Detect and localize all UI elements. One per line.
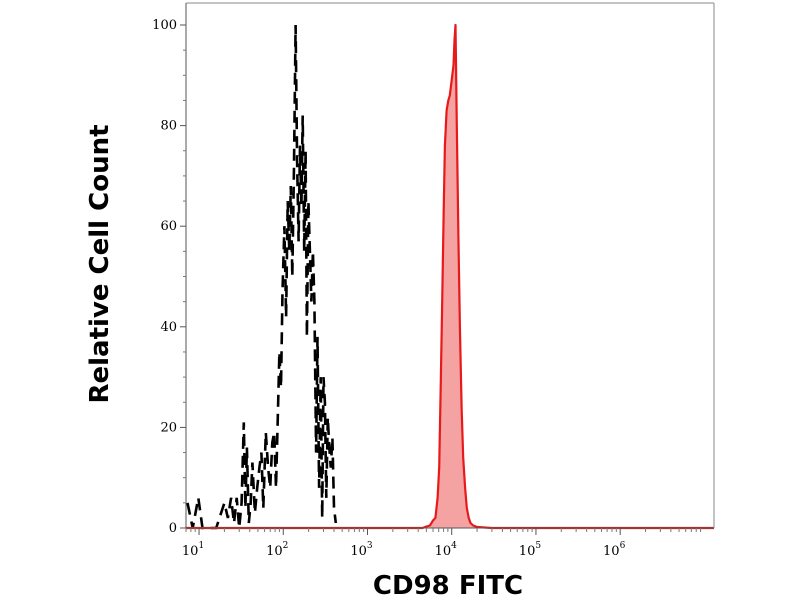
x-tick-label: 101	[182, 541, 204, 559]
axes	[180, 2, 715, 535]
series-1-line	[186, 23, 714, 530]
x-tick-label: 105	[519, 541, 542, 559]
x-axis-title: CD98 FITC	[373, 571, 523, 600]
series-0-line	[186, 24, 338, 530]
y-tick-label: 100	[152, 18, 177, 33]
y-tick-label: 40	[160, 320, 177, 335]
y-tick-label: 0	[169, 521, 177, 536]
y-tick-label: 80	[160, 119, 177, 134]
y-tick-label: 60	[160, 219, 177, 234]
x-tick-label: 102	[266, 541, 288, 559]
x-tick-label: 103	[350, 541, 373, 559]
y-tick-label: 20	[160, 420, 177, 435]
y-axis-title: Relative Cell Count	[85, 124, 115, 403]
x-tick-label: 106	[603, 541, 626, 559]
series-1-fill	[186, 25, 714, 528]
x-tick-label: 104	[435, 541, 458, 559]
tick-labels: 0 20 40 60 80 100 101 102 103 104 105 106	[152, 18, 625, 559]
plot-area	[186, 23, 714, 530]
